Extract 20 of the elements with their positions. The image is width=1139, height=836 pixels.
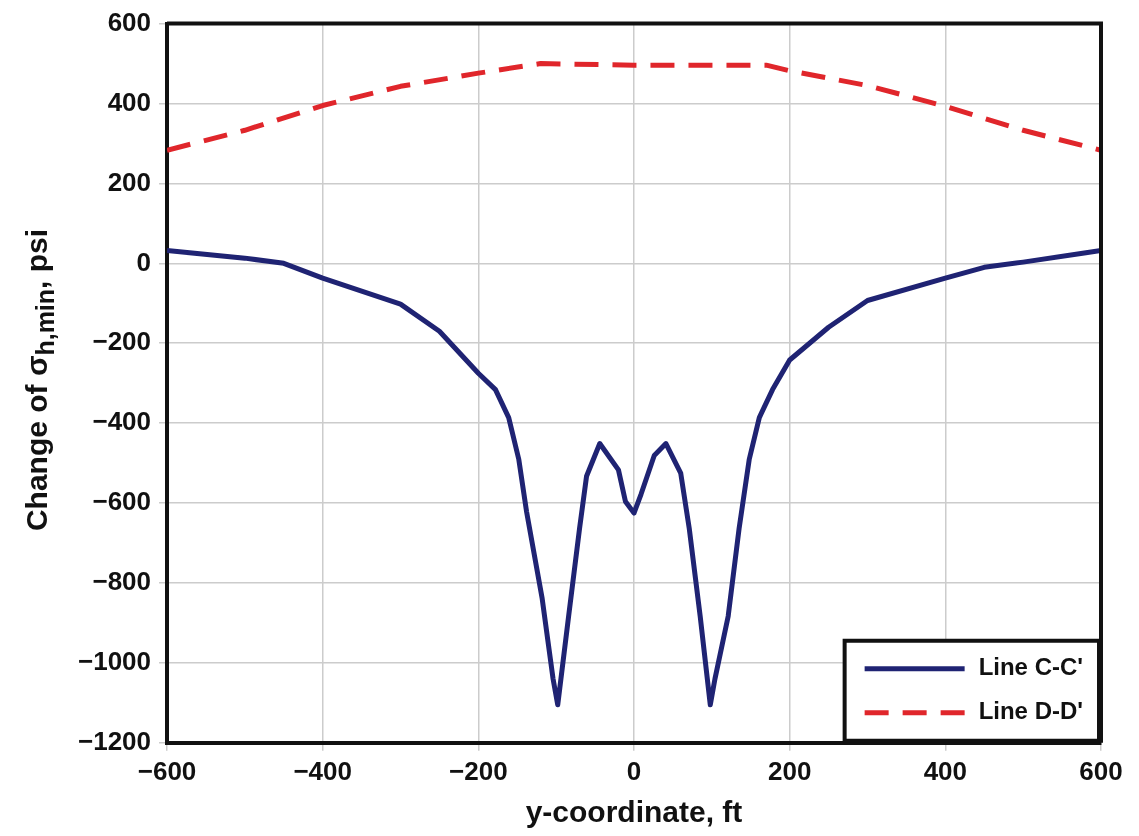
y-tick-label: −600: [92, 486, 152, 517]
x-tick-label: 400: [923, 755, 968, 786]
y-tick-label: −1000: [77, 646, 152, 677]
y-tick-label: 0: [136, 246, 152, 277]
legend-label: Line C-C': [978, 653, 1084, 681]
x-tick-label: −400: [293, 755, 352, 786]
y-tick-label: 400: [107, 86, 152, 117]
y-tick-label: −1200: [77, 725, 152, 756]
y-tick-label: −200: [92, 326, 152, 357]
legend-label: Line D-D': [978, 697, 1084, 725]
x-axis-title: y-coordinate, ft: [525, 795, 743, 829]
y-tick-label: −400: [92, 406, 152, 437]
x-tick-label: 200: [767, 755, 812, 786]
x-tick-label: 0: [626, 755, 642, 786]
y-tick-label: 600: [107, 6, 152, 37]
x-tick-label: −200: [449, 755, 508, 786]
x-tick-label: 600: [1079, 755, 1123, 786]
y-tick-label: −800: [92, 566, 152, 597]
x-tick-label: −600: [137, 755, 197, 786]
y-tick-label: 200: [107, 166, 152, 197]
